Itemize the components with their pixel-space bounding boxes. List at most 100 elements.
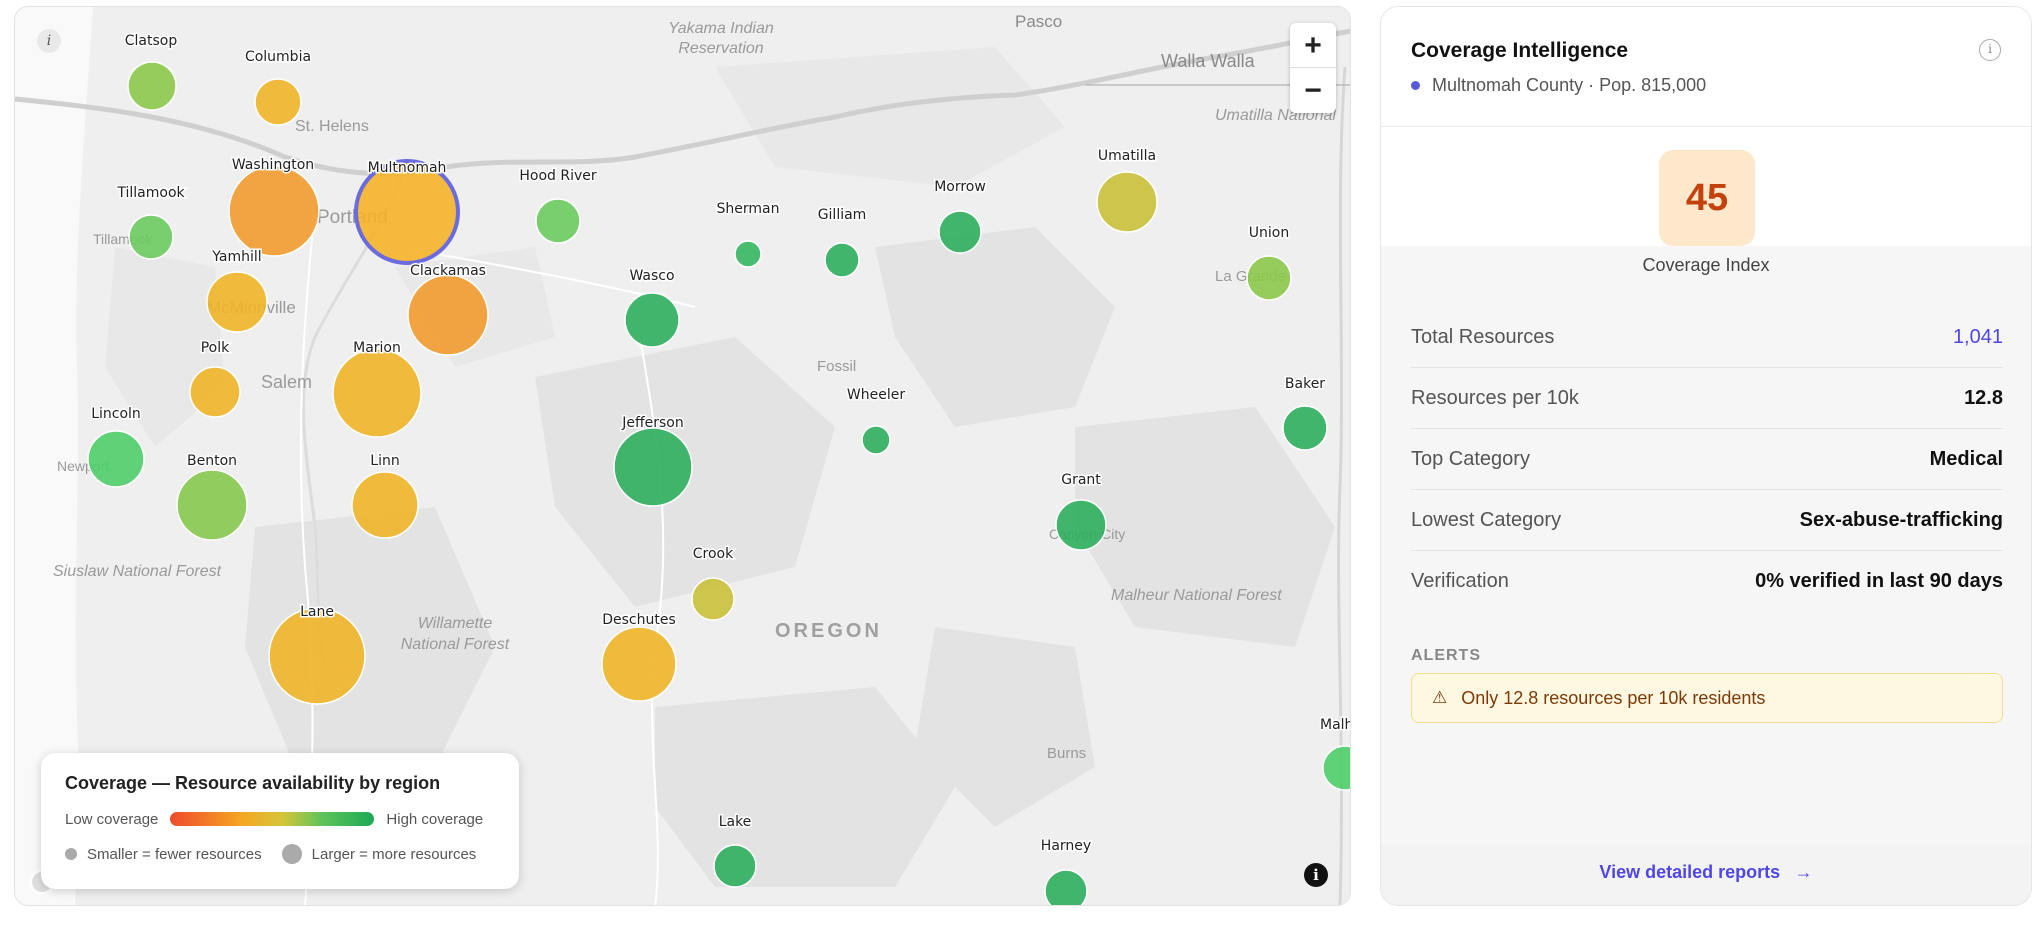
county-label: Benton: [187, 453, 237, 469]
panel-footer: View detailed reports →: [1381, 845, 2031, 905]
alert-text: Only 12.8 resources per 10k residents: [1461, 687, 1766, 708]
legend-small-dot: [65, 848, 77, 860]
county-bubble-morrow[interactable]: [938, 210, 982, 254]
county-label: Harney: [1041, 838, 1091, 854]
alerts-heading: ALERTS: [1411, 647, 1481, 664]
attribution-info-icon[interactable]: i: [1304, 863, 1328, 887]
county-bubble-baker[interactable]: [1282, 405, 1328, 451]
place-label: Fossil: [817, 358, 856, 375]
stat-value: 0% verified in last 90 days: [1755, 570, 2003, 592]
county-bubble-clatsop[interactable]: [127, 61, 177, 111]
place-label: National Forest: [401, 636, 510, 653]
county-label: Washington: [232, 157, 314, 173]
place-label: Burns: [1047, 745, 1086, 762]
county-label: Columbia: [245, 49, 311, 65]
stat-row: Resources per 10k 12.8: [1411, 368, 2003, 429]
legend-size-row: Smaller = fewer resources Larger = more …: [65, 843, 495, 865]
county-bubbles[interactable]: Clatsop Columbia Tillamook Washington Mu…: [87, 32, 1351, 906]
county-bubble-linn[interactable]: [351, 471, 419, 539]
county-bubble-grant[interactable]: [1055, 499, 1107, 551]
map-view[interactable]: Yakama Indian Reservation Pasco Walla Wa…: [14, 6, 1351, 906]
county-label: Clackamas: [410, 263, 486, 279]
county-label: Sherman: [717, 201, 780, 217]
place-label: Willamette: [418, 615, 493, 632]
county-bubble-crook[interactable]: [691, 577, 735, 621]
county-label: Malh: [1320, 717, 1351, 733]
coverage-legend: Coverage — Resource availability by regi…: [41, 753, 519, 889]
county-bubble-lake[interactable]: [713, 844, 757, 888]
county-label: Multnomah: [368, 160, 447, 176]
zoom-in-button[interactable]: +: [1290, 23, 1336, 68]
county-bubble-yamhill[interactable]: [206, 271, 268, 333]
county-label: Tillamook: [116, 185, 185, 201]
place-label: Pasco: [1015, 12, 1062, 31]
zoom-out-button[interactable]: −: [1304, 74, 1322, 107]
county-label: Wheeler: [847, 387, 905, 403]
county-label: Lane: [300, 604, 334, 620]
county-label: Marion: [353, 340, 401, 356]
county-label: Crook: [693, 546, 734, 562]
county-bubble-lane[interactable]: [268, 607, 366, 705]
county-bubble-polk[interactable]: [189, 366, 241, 418]
place-label: Malheur National Forest: [1111, 587, 1282, 604]
county-bubble-lincoln[interactable]: [87, 430, 145, 488]
willamette-river: [301, 166, 407, 668]
county-bubble-wasco[interactable]: [624, 292, 680, 348]
county-subtitle-text: Multnomah County · Pop. 815,000: [1432, 75, 1707, 95]
stat-value: 12.8: [1964, 386, 2003, 409]
county-bubble-jefferson[interactable]: [613, 427, 693, 507]
view-reports-link[interactable]: View detailed reports: [1599, 862, 1781, 882]
legend-high-label: High coverage: [386, 810, 484, 828]
legend-gradient: [170, 812, 375, 826]
alert-banner: ⚠ Only 12.8 resources per 10k residents: [1411, 673, 2003, 723]
legend-larger-label: Larger = more resources: [311, 845, 477, 863]
county-bubble-gilliam[interactable]: [824, 242, 860, 278]
stat-value: Medical: [1929, 447, 2003, 470]
stat-value: Sex-abuse-trafficking: [1799, 508, 2003, 531]
county-bubble-marion[interactable]: [332, 348, 422, 438]
county-label: Lincoln: [91, 406, 141, 422]
county-label: Lake: [719, 814, 752, 830]
stat-label: Top Category: [1411, 447, 1530, 470]
county-bubble-clackamas[interactable]: [407, 274, 489, 356]
place-label: Siuslaw National Forest: [53, 563, 222, 580]
county-label: Grant: [1061, 472, 1101, 488]
county-bubble-benton[interactable]: [176, 469, 248, 541]
legend-title: Coverage — Resource availability by regi…: [65, 773, 441, 793]
zoom-control: + −: [1290, 23, 1336, 113]
county-bubble-wheeler[interactable]: [861, 425, 891, 455]
info-icon[interactable]: i: [1979, 39, 2001, 61]
columbia-river: [15, 28, 1350, 177]
place-label: Reservation: [678, 40, 763, 57]
stat-row: Verification 0% verified in last 90 days: [1411, 551, 2003, 612]
county-bubble-union[interactable]: [1246, 255, 1292, 301]
county-bubble-malheur[interactable]: [1322, 745, 1351, 791]
arrow-right-icon[interactable]: →: [1794, 862, 1813, 882]
county-bubble-columbia[interactable]: [254, 78, 302, 126]
county-bubble-multnomah[interactable]: [354, 159, 460, 265]
panel-subtitle: Multnomah County · Pop. 815,000: [1411, 75, 2001, 96]
county-bubble-washington[interactable]: [228, 165, 320, 257]
county-bubble-umatilla[interactable]: [1096, 171, 1158, 233]
county-label: Jefferson: [621, 415, 684, 431]
place-label: Salem: [261, 372, 312, 392]
coverage-score: 45: [1659, 150, 1755, 246]
legend-low-label: Low coverage: [65, 810, 159, 828]
county-bubble-deschutes[interactable]: [601, 626, 677, 702]
county-label: Clatsop: [125, 33, 178, 49]
stat-label: Lowest Category: [1411, 508, 1562, 531]
county-label: Morrow: [934, 179, 986, 195]
county-dot-icon: [1411, 81, 1420, 90]
county-bubble-harney[interactable]: [1044, 869, 1088, 906]
place-label: Yakama Indian: [668, 20, 774, 37]
map-info-icon[interactable]: i: [37, 29, 61, 53]
stat-label: Total Resources: [1411, 325, 1555, 348]
stat-row: Lowest Category Sex-abuse-trafficking: [1411, 490, 2003, 551]
coverage-score-label: Coverage Index: [1642, 255, 1770, 275]
county-bubble-sherman[interactable]: [734, 240, 762, 268]
place-label: St. Helens: [295, 118, 369, 135]
panel-header: Coverage Intelligence Multnomah County ·…: [1381, 7, 2031, 127]
county-label: Baker: [1285, 376, 1325, 392]
county-bubble-tillamook[interactable]: [128, 214, 174, 260]
county-bubble-hood-river[interactable]: [535, 198, 581, 244]
